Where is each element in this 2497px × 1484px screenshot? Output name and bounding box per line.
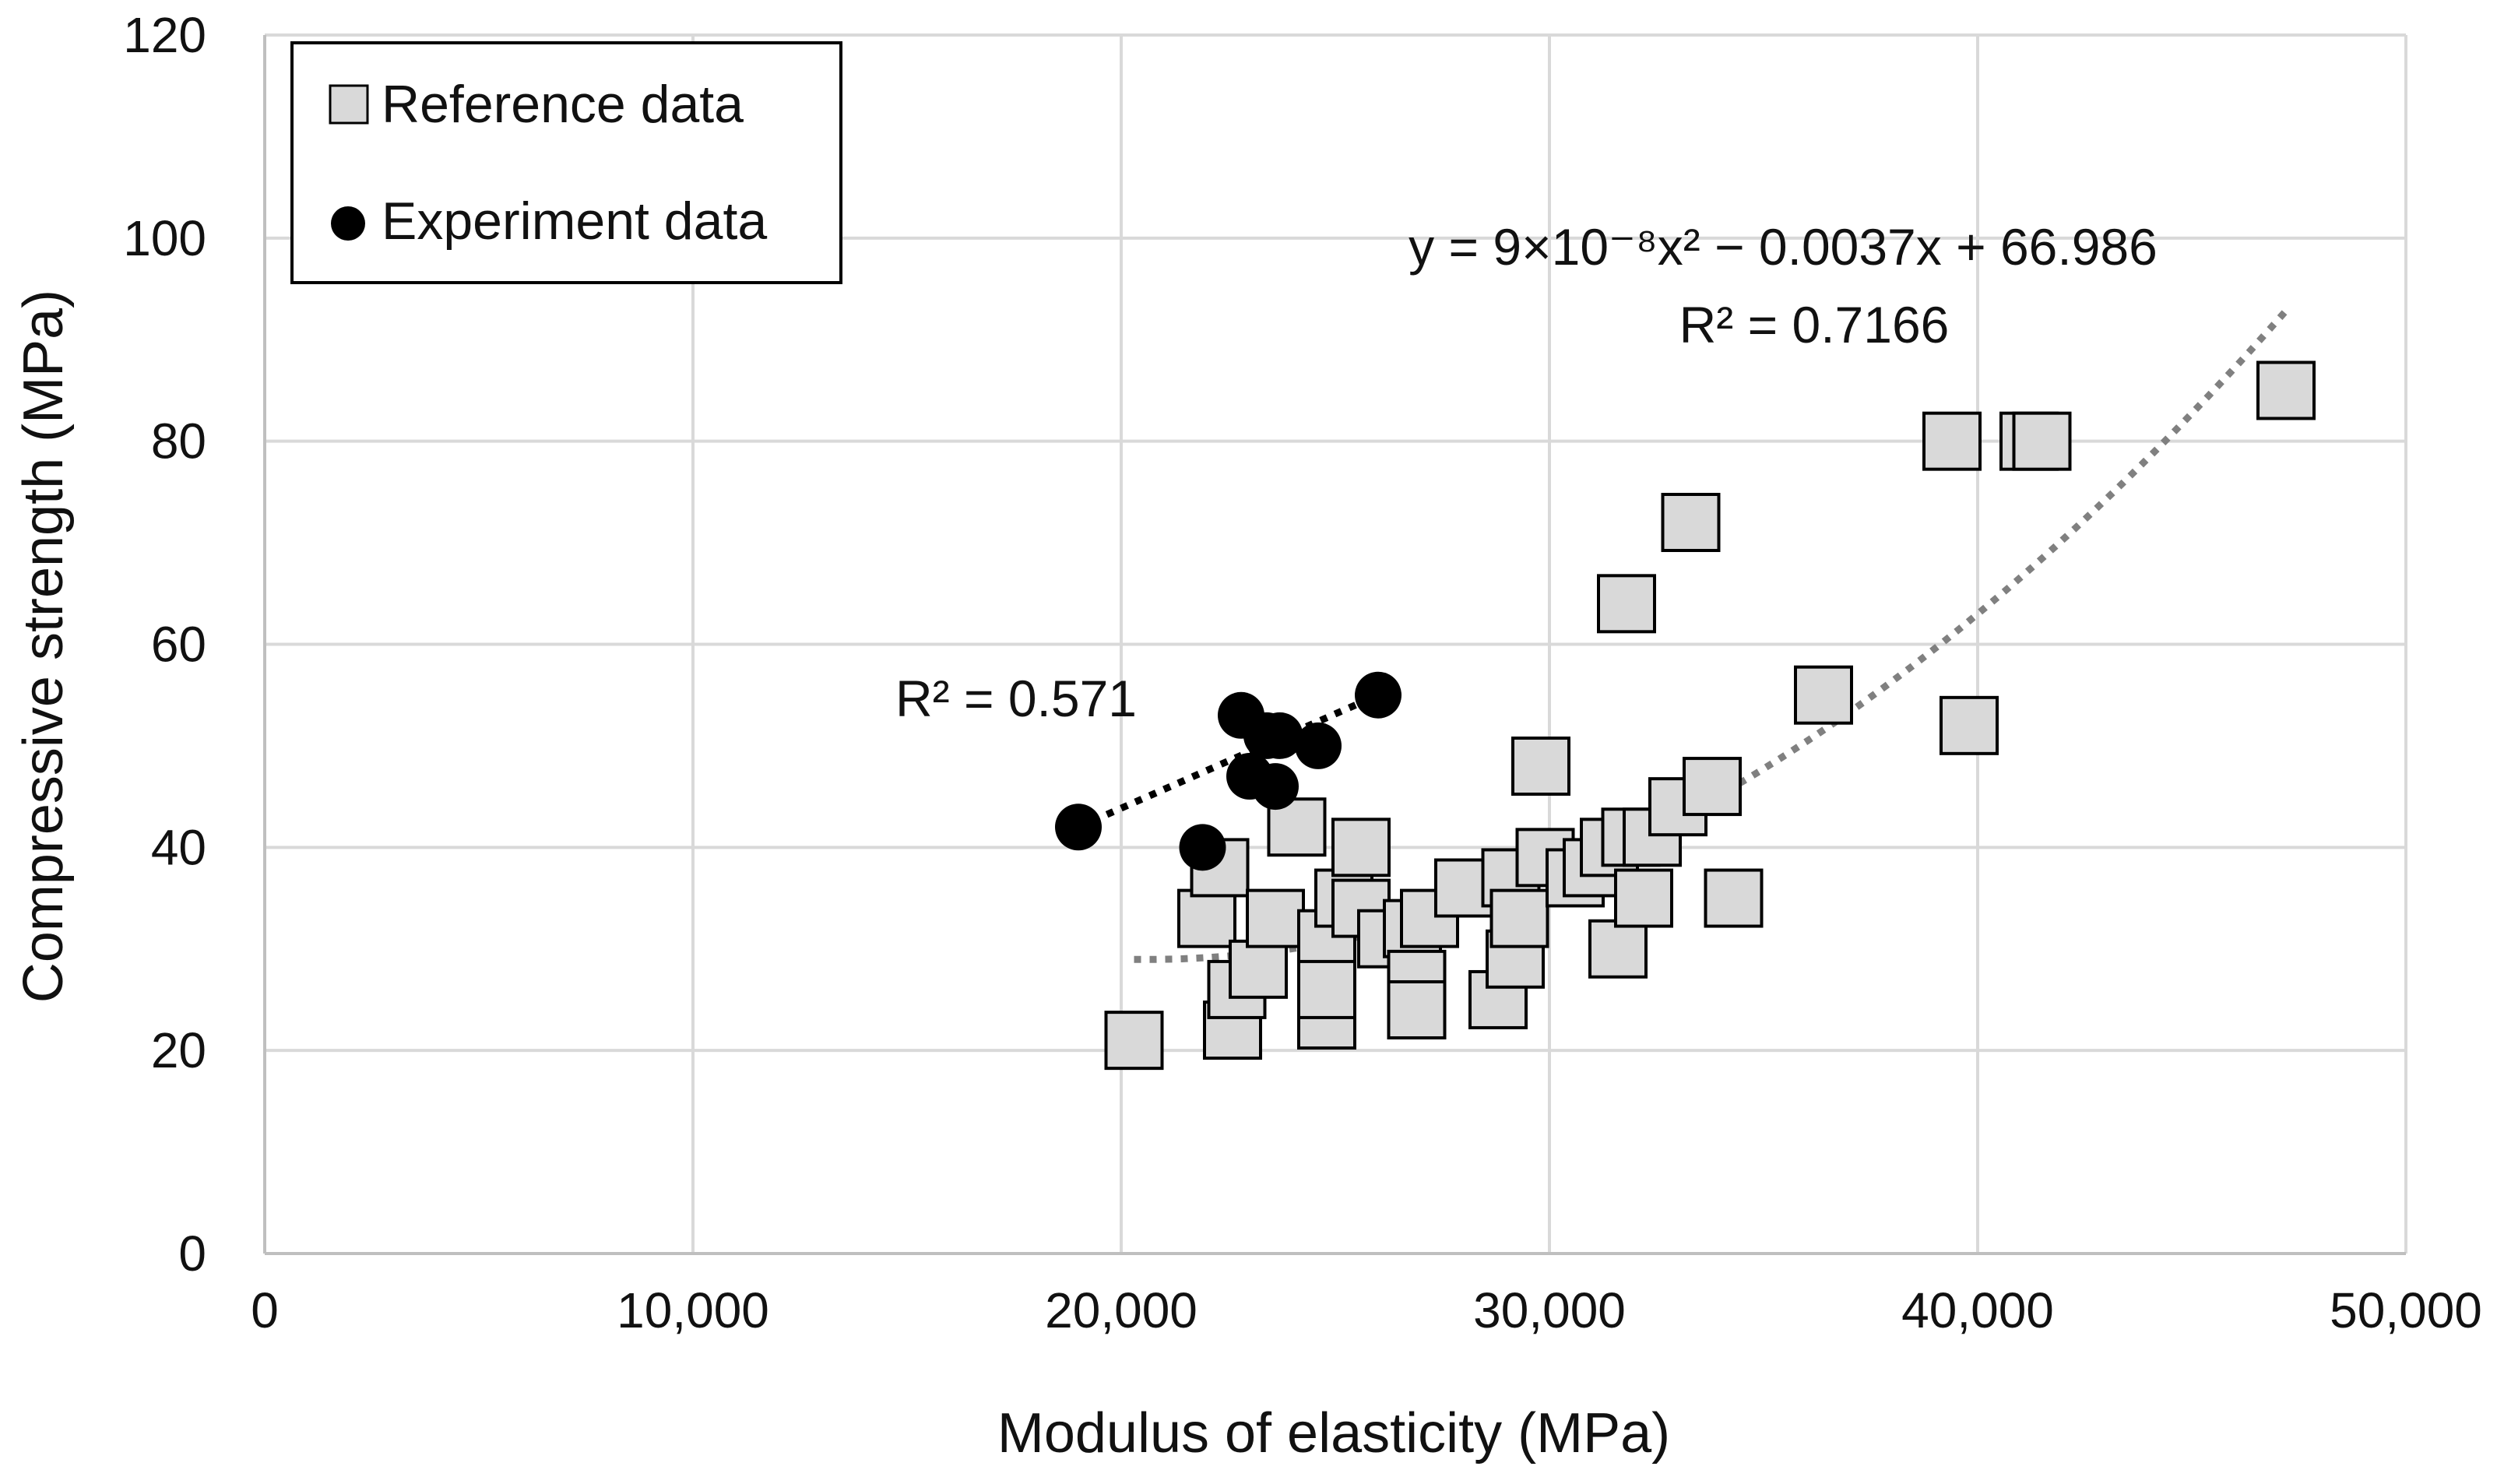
reference-data-point	[1922, 411, 1982, 471]
experiment-data-point	[1055, 804, 1102, 851]
experiment-data-point	[1295, 722, 1342, 769]
x-tick-label: 40,000	[1901, 1282, 2054, 1338]
reference-data-point	[1177, 888, 1236, 948]
experiment-data-point	[1256, 712, 1303, 759]
reference-data-point	[1704, 868, 1764, 928]
reference-data-point	[1229, 939, 1288, 999]
y-tick-label: 20	[151, 1022, 206, 1078]
reference-data-point	[1104, 1011, 1164, 1071]
x-tick-label: 50,000	[2330, 1282, 2482, 1338]
polynomial-r2-label: R² = 0.7166	[1679, 296, 1950, 353]
reference-data-point	[1661, 493, 1721, 552]
axes: 0 10,000 20,000 30,000 40,000 50,000 0 20 40 60 80…	[123, 7, 2482, 1338]
x-axis-title: Modulus of elasticity (MPa)	[997, 1402, 1670, 1465]
experiment-data-point	[1355, 671, 1401, 719]
reference-data-point	[1940, 695, 1999, 755]
reference-data-point	[1588, 919, 1648, 979]
gridlines	[265, 33, 2407, 1254]
reference-data-point	[1246, 888, 1305, 948]
reference-data-point	[1597, 574, 1656, 634]
y-tick-label: 60	[151, 617, 206, 673]
experiment-data-point	[1179, 824, 1226, 871]
x-tick-label: 10,000	[617, 1282, 769, 1338]
linear-r2-label: R² = 0.571	[895, 670, 1137, 727]
legend-square-marker	[329, 84, 369, 125]
y-tick-label: 80	[151, 413, 206, 469]
reference-data-point	[2012, 411, 2072, 471]
x-tick-label: 0	[251, 1282, 279, 1338]
y-axis-title: Compressive strength (MPa)	[12, 290, 75, 1003]
reference-data-points	[1104, 360, 2316, 1071]
experiment-data-point	[1252, 763, 1299, 811]
reference-data-point	[1387, 980, 1447, 1039]
y-tick-label: 0	[178, 1226, 206, 1282]
reference-data-point	[1614, 868, 1673, 928]
y-tick-label: 120	[123, 7, 206, 63]
reference-data-point	[1794, 665, 1853, 725]
legend-box	[290, 41, 842, 284]
reference-data-point	[1489, 888, 1549, 948]
reference-data-point	[1511, 737, 1570, 796]
reference-data-point	[1297, 959, 1356, 1019]
legend-label-reference: Reference data	[382, 75, 744, 134]
x-tick-label: 20,000	[1045, 1282, 1198, 1338]
y-tick-label: 100	[123, 210, 206, 266]
x-tick-label: 30,000	[1473, 1282, 1626, 1338]
legend-circle-marker	[331, 206, 365, 241]
y-tick-label: 40	[151, 819, 206, 875]
legend: Reference data Experiment data	[290, 41, 842, 284]
experiment-data-points	[1055, 671, 1401, 871]
reference-data-point	[2256, 360, 2316, 420]
polynomial-equation-label: y = 9×10⁻⁸x² − 0.0037x + 66.986	[1409, 218, 2158, 276]
reference-data-point	[1331, 818, 1391, 877]
reference-data-point	[1683, 757, 1742, 817]
legend-label-experiment: Experiment data	[382, 192, 767, 251]
